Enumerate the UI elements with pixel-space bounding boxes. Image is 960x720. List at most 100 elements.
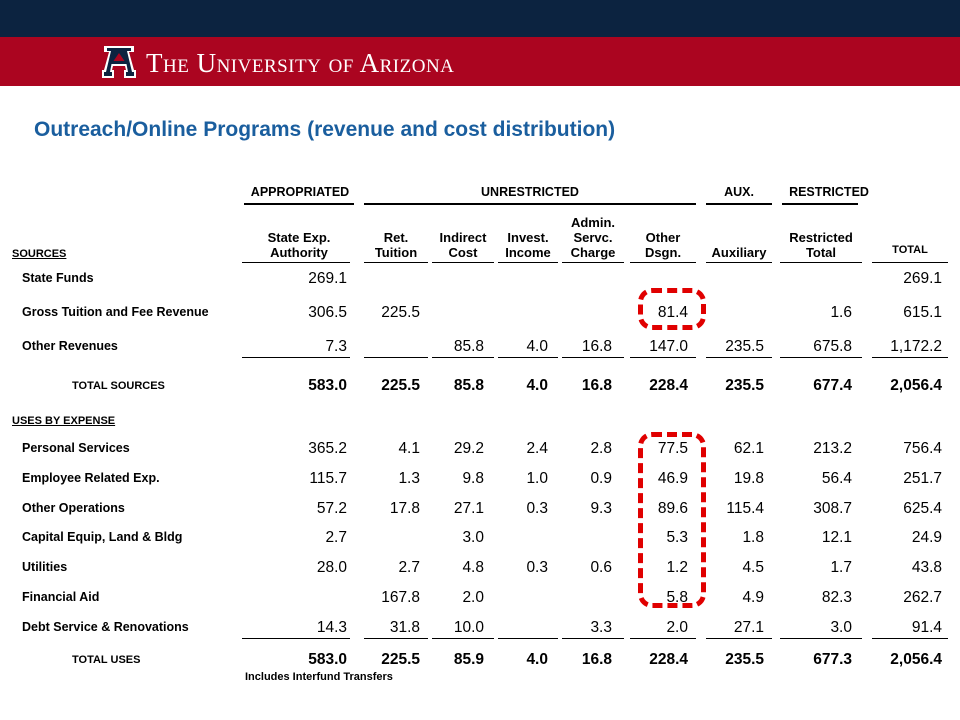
cell-personal-services-col6: 62.1 — [733, 440, 764, 457]
cell-employee-related-exp-col5: 46.9 — [657, 470, 688, 487]
row-label-financial-aid: Financial Aid — [22, 590, 100, 604]
cell-other-operations-col5: 89.6 — [657, 500, 688, 517]
header-rule-col5 — [630, 262, 696, 263]
col-header-admin-servc-charge: Admin. Servc. Charge — [570, 215, 616, 260]
cell-personal-services-col8: 756.4 — [903, 440, 942, 457]
row-label-other-operations: Other Operations — [22, 501, 125, 515]
cell-utilities-col7: 1.7 — [830, 559, 852, 576]
cell-employee-related-exp-col1: 1.3 — [398, 470, 420, 487]
cell-total-uses-col8: 2,056.4 — [890, 651, 942, 668]
header-rule-col4 — [562, 262, 624, 263]
row-label-other-revenues: Other Revenues — [22, 339, 118, 353]
cell-total-sources-col4: 16.8 — [581, 377, 612, 394]
cell-debt-service-renovations-col5: 2.0 — [666, 619, 688, 636]
cell-debt-service-renovations-col2: 10.0 — [453, 619, 484, 636]
cell-total-sources-col8: 2,056.4 — [890, 377, 942, 394]
cell-financial-aid-col6: 4.9 — [742, 589, 764, 606]
university-logo-icon — [100, 43, 138, 81]
cell-gross-tuition-and-fee-revenue-col0: 306.5 — [308, 304, 347, 321]
cell-personal-services-col5: 77.5 — [657, 440, 688, 457]
cell-other-revenues-col4: 16.8 — [581, 338, 612, 355]
cell-other-operations-col4: 9.3 — [590, 500, 612, 517]
uses-sum-rule-col5 — [630, 638, 696, 639]
cell-total-uses-col2: 85.9 — [453, 651, 484, 668]
cell-other-revenues-col7: 675.8 — [813, 338, 852, 355]
uses-sum-rule-col6 — [706, 638, 772, 639]
total-label-total-sources: TOTAL SOURCES — [72, 380, 165, 392]
row-label-employee-related-exp: Employee Related Exp. — [22, 471, 160, 485]
col-header-auxiliary: Auxiliary — [711, 245, 767, 260]
cell-utilities-col5: 1.2 — [666, 559, 688, 576]
cell-capital-equip-land-bldg-col2: 3.0 — [462, 529, 484, 546]
cell-total-uses-col0: 583.0 — [308, 651, 347, 668]
row-label-state-funds: State Funds — [22, 271, 94, 285]
top-navy-bar — [0, 0, 960, 37]
header-rule-col3 — [498, 262, 558, 263]
cell-utilities-col0: 28.0 — [316, 559, 347, 576]
cell-total-sources-col1: 225.5 — [381, 377, 420, 394]
sources-sum-rule-col2 — [432, 357, 494, 358]
group-appropriated-line — [244, 203, 354, 205]
cell-capital-equip-land-bldg-col8: 24.9 — [911, 529, 942, 546]
cell-utilities-col4: 0.6 — [590, 559, 612, 576]
uses-sum-rule-col3 — [498, 638, 558, 639]
row-label-gross-tuition-and-fee-revenue: Gross Tuition and Fee Revenue — [22, 305, 209, 319]
total-label-total-uses: TOTAL USES — [72, 654, 141, 666]
cell-other-revenues-col0: 7.3 — [325, 338, 347, 355]
sources-sum-rule-col3 — [498, 357, 558, 358]
group-unrestricted: UNRESTRICTED — [481, 185, 579, 199]
cell-capital-equip-land-bldg-col6: 1.8 — [742, 529, 764, 546]
cell-employee-related-exp-col7: 56.4 — [821, 470, 852, 487]
sources-sum-rule-col0 — [242, 357, 350, 358]
header-rule-col1 — [364, 262, 428, 263]
uses-sum-rule-col1 — [364, 638, 428, 639]
cell-debt-service-renovations-col6: 27.1 — [733, 619, 764, 636]
col-header-other-dsgn: Other Dsgn. — [644, 230, 682, 260]
uses-sum-rule-col2 — [432, 638, 494, 639]
university-banner — [0, 37, 960, 86]
col-header-total: TOTAL — [892, 244, 928, 256]
cell-capital-equip-land-bldg-col5: 5.3 — [666, 529, 688, 546]
cell-debt-service-renovations-col0: 14.3 — [316, 619, 347, 636]
cell-other-operations-col1: 17.8 — [389, 500, 420, 517]
cell-employee-related-exp-col6: 19.8 — [733, 470, 764, 487]
cell-employee-related-exp-col8: 251.7 — [903, 470, 942, 487]
cell-financial-aid-col8: 262.7 — [903, 589, 942, 606]
cell-gross-tuition-and-fee-revenue-col8: 615.1 — [903, 304, 942, 321]
group-appropriated: APPROPRIATED — [250, 185, 350, 199]
col-header-indirect-cost: Indirect Cost — [439, 230, 487, 260]
cell-other-operations-col7: 308.7 — [813, 500, 852, 517]
highlight-other-dsgn-tuition — [638, 288, 706, 330]
cell-financial-aid-col2: 2.0 — [462, 589, 484, 606]
sources-sum-rule-col8 — [872, 357, 948, 358]
cell-personal-services-col3: 2.4 — [526, 440, 548, 457]
cell-other-operations-col3: 0.3 — [526, 500, 548, 517]
cell-personal-services-col4: 2.8 — [590, 440, 612, 457]
university-name: The University of Arizona — [146, 48, 455, 78]
group-restricted: RESTRICTED — [789, 185, 869, 199]
cell-employee-related-exp-col2: 9.8 — [462, 470, 484, 487]
cell-total-sources-col3: 4.0 — [526, 377, 548, 394]
group-unrestricted-line — [364, 203, 696, 205]
cell-utilities-col3: 0.3 — [526, 559, 548, 576]
row-label-debt-service-renovations: Debt Service & Renovations — [22, 620, 189, 634]
cell-debt-service-renovations-col1: 31.8 — [389, 619, 420, 636]
cell-financial-aid-col7: 82.3 — [821, 589, 852, 606]
cell-other-revenues-col6: 235.5 — [725, 338, 764, 355]
highlight-other-dsgn-uses — [638, 432, 706, 608]
cell-capital-equip-land-bldg-col0: 2.7 — [325, 529, 347, 546]
sources-sum-rule-col1 — [364, 357, 428, 358]
cell-personal-services-col7: 213.2 — [813, 440, 852, 457]
cell-employee-related-exp-col0: 115.7 — [309, 470, 347, 487]
cell-financial-aid-col1: 167.8 — [381, 589, 420, 606]
header-rule-col8 — [872, 262, 948, 263]
cell-employee-related-exp-col3: 1.0 — [526, 470, 548, 487]
col-header-ret-tuition: Ret. Tuition — [374, 230, 418, 260]
cell-gross-tuition-and-fee-revenue-col1: 225.5 — [381, 304, 420, 321]
row-label-personal-services: Personal Services — [22, 441, 130, 455]
cell-other-operations-col8: 625.4 — [903, 500, 942, 517]
cell-total-uses-col5: 228.4 — [649, 651, 688, 668]
group-restricted-line — [782, 203, 858, 205]
cell-total-sources-col5: 228.4 — [649, 377, 688, 394]
cell-state-funds-col0: 269.1 — [308, 270, 347, 287]
